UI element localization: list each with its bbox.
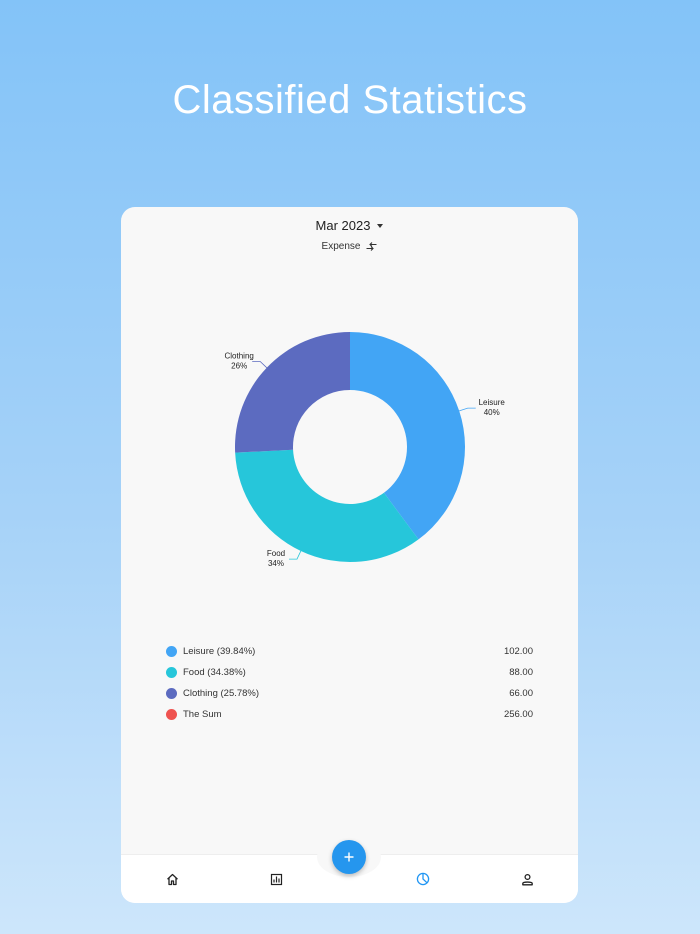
swap-icon — [366, 242, 377, 251]
legend-label: Food (34.38%) — [183, 667, 246, 678]
donut-slice-food — [235, 449, 419, 562]
type-label: Expense — [321, 241, 361, 252]
legend-value: 66.00 — [509, 688, 533, 699]
slice-leader-line — [288, 548, 303, 560]
legend-dot — [166, 688, 177, 699]
month-label: Mar 2023 — [315, 218, 371, 233]
home-icon — [166, 873, 178, 885]
legend-row-clothing: Clothing (25.78%) 66.00 — [166, 683, 533, 704]
pie-chart-icon — [416, 872, 430, 886]
legend-value: 256.00 — [503, 709, 533, 720]
legend-dot — [166, 709, 177, 720]
nav-home[interactable] — [152, 855, 192, 903]
add-record-button[interactable] — [332, 840, 366, 874]
legend-row-sum: The Sum 256.00 — [166, 704, 533, 725]
statistics-card: Mar 2023 Expense Leisure 40% Food 34% Clothi… — [121, 207, 578, 903]
bar-chart-icon — [270, 873, 282, 885]
legend-label: The Sum — [183, 709, 222, 720]
slice-leader-line — [457, 407, 476, 412]
legend-label: Leisure (39.84%) — [183, 646, 256, 657]
type-toggle[interactable]: Expense — [121, 241, 578, 252]
slice-name-label: Clothing — [225, 351, 254, 360]
legend-dot — [166, 646, 177, 657]
legend-row-food: Food (34.38%) 88.00 — [166, 662, 533, 683]
legend: Leisure (39.84%) 102.00 Food (34.38%) 88… — [166, 641, 533, 725]
legend-label: Clothing (25.78%) — [183, 688, 260, 699]
slice-name-label: Food — [267, 549, 285, 558]
nav-statistics[interactable] — [256, 855, 296, 903]
nav-classified[interactable] — [403, 855, 443, 903]
nav-profile[interactable] — [507, 855, 547, 903]
slice-leader-line — [252, 361, 269, 370]
legend-value: 102.00 — [503, 646, 533, 657]
legend-row-leisure: Leisure (39.84%) 102.00 — [166, 641, 533, 662]
dropdown-caret-icon — [377, 224, 384, 228]
donut-slice-leisure — [350, 332, 465, 540]
slice-percent-label: 34% — [268, 559, 284, 568]
slice-name-label: Leisure — [479, 398, 506, 407]
plus-icon — [344, 852, 354, 862]
legend-dot — [166, 667, 177, 678]
month-selector[interactable]: Mar 2023 — [121, 218, 578, 233]
donut-slice-clothing — [235, 332, 350, 453]
legend-value: 88.00 — [509, 667, 533, 678]
slice-percent-label: 26% — [231, 361, 247, 370]
person-icon — [521, 873, 533, 885]
slice-percent-label: 40% — [484, 408, 500, 417]
page-headline: Classified Statistics — [172, 78, 528, 122]
